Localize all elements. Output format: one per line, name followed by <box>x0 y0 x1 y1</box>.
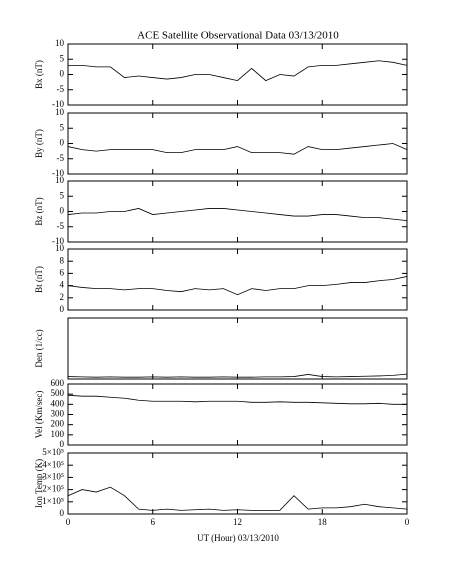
y-tick-label: -10 <box>52 99 64 109</box>
y-tick-label: -10 <box>52 168 64 178</box>
panel-frame <box>67 248 408 311</box>
data-line <box>67 373 408 378</box>
panel-frame <box>67 43 408 106</box>
data-line <box>67 486 408 511</box>
y-tick-label: -5 <box>57 221 65 231</box>
y-tick-label: 0 <box>60 206 65 216</box>
y-tick-label: 8 <box>60 255 65 265</box>
y-tick-label: 1×10⁵ <box>42 496 64 506</box>
y-tick-label: 2×10⁵ <box>42 484 64 494</box>
x-tick-label: 0 <box>405 517 410 527</box>
y-axis-label: Den (1/cc) <box>34 329 44 367</box>
y-tick-label: 100 <box>51 429 65 439</box>
y-tick-label: -10 <box>52 236 64 246</box>
panel-frame <box>67 452 408 515</box>
y-tick-label: 5 <box>60 122 65 132</box>
y-tick-label: 10 <box>55 243 65 253</box>
y-tick-label: 10 <box>55 107 65 117</box>
y-tick-label: 500 <box>51 388 65 398</box>
x-tick-label: 6 <box>151 517 156 527</box>
panel-frame <box>67 112 408 175</box>
y-tick-label: -5 <box>57 84 65 94</box>
x-tick-label: 12 <box>233 517 242 527</box>
data-line <box>68 60 408 82</box>
y-tick-label: 4 <box>60 280 65 290</box>
data-line <box>67 276 408 296</box>
y-axis-label: Bx (nT) <box>34 60 44 89</box>
y-tick-label: 4×10⁵ <box>42 459 64 469</box>
y-tick-label: -5 <box>57 153 65 163</box>
y-axis-label: Vel (Km/sec) <box>34 391 44 439</box>
panel-frame <box>67 383 408 446</box>
y-tick-label: 5×10⁵ <box>42 447 64 457</box>
data-line <box>67 143 408 155</box>
y-tick-label: 5 <box>60 53 65 63</box>
data-line <box>67 208 408 222</box>
y-axis-label: Ion Temp (K) <box>34 459 44 508</box>
y-axis-label: Bt (nT) <box>34 266 44 293</box>
y-tick-label: 10 <box>55 175 65 185</box>
y-tick-label: 0 <box>60 508 65 518</box>
panel-frame <box>67 317 408 380</box>
y-tick-label: 0 <box>60 69 65 79</box>
y-tick-label: 200 <box>51 419 65 429</box>
y-tick-label: 300 <box>51 409 65 419</box>
data-line <box>67 394 407 405</box>
y-tick-label: 0 <box>60 304 65 314</box>
y-tick-label: 10 <box>55 38 65 48</box>
y-tick-label: 0 <box>60 138 65 148</box>
y-axis-label: Bz (nT) <box>34 197 44 225</box>
y-tick-label: 600 <box>51 378 65 388</box>
x-tick-label: 0 <box>66 517 71 527</box>
y-axis-label: By (nT) <box>34 129 44 158</box>
y-tick-label: 6 <box>60 267 65 277</box>
x-tick-label: 18 <box>318 517 328 527</box>
y-tick-label: 0 <box>60 439 65 449</box>
y-tick-label: 400 <box>51 398 65 408</box>
y-tick-label: 3×10⁵ <box>42 471 64 481</box>
chart-title: ACE Satellite Observational Data 03/13/2… <box>137 30 339 42</box>
x-axis-label: UT (Hour) 03/13/2010 <box>197 533 279 543</box>
y-tick-label: 5 <box>60 190 65 200</box>
y-tick-label: 2 <box>60 292 65 302</box>
